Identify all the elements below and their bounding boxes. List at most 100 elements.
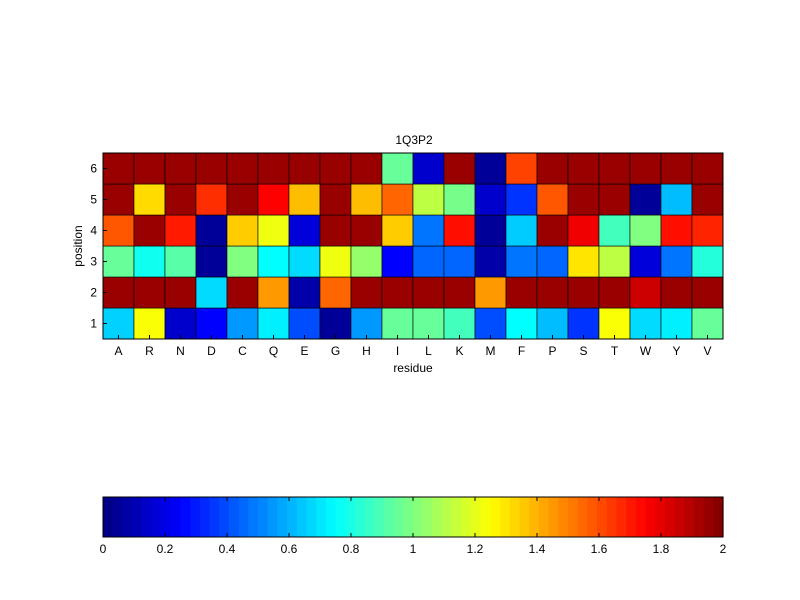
heatmap-cell — [257, 276, 290, 309]
y-tick-label: 3 — [90, 255, 97, 269]
colorbar-segment — [519, 497, 530, 537]
heatmap-cell — [505, 276, 538, 309]
heatmap-cells — [102, 152, 724, 340]
colorbar-segment — [199, 497, 211, 537]
heatmap-cell — [536, 276, 569, 309]
heatmap-cell — [257, 183, 290, 216]
heatmap-cell — [536, 214, 569, 247]
x-tick-label: R — [145, 344, 154, 358]
heatmap-cell — [443, 152, 476, 185]
heatmap-cell — [691, 214, 724, 247]
colorbar-segment — [228, 497, 240, 537]
heatmap-cell — [598, 152, 631, 185]
colorbar-segment — [471, 497, 482, 537]
heatmap-cell — [195, 214, 228, 247]
heatmap-cell — [350, 276, 383, 309]
heatmap-cell — [319, 276, 352, 309]
colorbar-segment — [703, 497, 714, 537]
heatmap-cell — [412, 307, 445, 340]
heatmap-cell — [102, 276, 135, 309]
heatmap-cell — [164, 152, 197, 185]
colorbar-segment — [674, 497, 685, 537]
x-tick-label: H — [362, 344, 371, 358]
colorbar-segment — [296, 497, 308, 537]
heatmap-cell — [226, 152, 259, 185]
heatmap-cell — [288, 276, 321, 309]
colorbar-segment — [461, 497, 472, 537]
heatmap-cell — [319, 214, 352, 247]
colorbar-segment — [538, 497, 550, 537]
colorbar-segment — [597, 497, 608, 537]
heatmap-cell — [102, 214, 135, 247]
heatmap-cell — [598, 183, 631, 216]
colorbar-segment — [122, 497, 133, 537]
heatmap-cell — [443, 183, 476, 216]
y-tick-label: 1 — [90, 317, 97, 331]
heatmap-cell — [381, 245, 414, 278]
colorbar-tick-label: 0.6 — [281, 542, 298, 556]
colorbar-tick-label: 1 — [410, 542, 417, 556]
colorbar-ticks: 0 0.2 0.4 0.6 0.8 1 1.2 1.4 1.6 1.8 2 — [100, 497, 727, 556]
heatmap-cell — [505, 183, 538, 216]
heatmap-cell — [257, 152, 290, 185]
colorbar-segment — [693, 497, 705, 537]
heatmap-cell — [536, 245, 569, 278]
colorbar-tick-label: 1.2 — [467, 542, 484, 556]
heatmap-cell — [660, 214, 693, 247]
y-axis-ticks: 1 2 3 4 5 6 — [90, 162, 107, 331]
colorbar-segment — [500, 497, 511, 537]
heatmap-cell — [629, 183, 662, 216]
heatmap-cell — [598, 214, 631, 247]
heatmap-cell — [567, 245, 600, 278]
colorbar-segment — [277, 497, 288, 537]
colorbar-segment — [616, 497, 627, 537]
heatmap-cell — [288, 214, 321, 247]
y-axis-label: position — [71, 225, 85, 266]
heatmap-cell — [474, 307, 507, 340]
colorbar-segment — [480, 497, 492, 537]
colorbar-segment — [374, 497, 385, 537]
heatmap-cell — [381, 214, 414, 247]
colorbar-segment — [132, 497, 143, 537]
heatmap-cell — [660, 245, 693, 278]
x-tick-label: V — [703, 344, 711, 358]
heatmap-cell — [412, 245, 445, 278]
colorbar-segment — [161, 497, 172, 537]
heatmap-cell — [505, 245, 538, 278]
heatmap-cell — [133, 214, 166, 247]
heatmap-cell — [164, 276, 197, 309]
x-tick-label: N — [176, 344, 185, 358]
x-tick-label: G — [331, 344, 340, 358]
heatmap-cell — [257, 214, 290, 247]
heatmap-cell — [691, 276, 724, 309]
heatmap-cell — [412, 214, 445, 247]
colorbar-segment — [354, 497, 366, 537]
heatmap-cell — [257, 307, 290, 340]
colorbar-segment — [180, 497, 191, 537]
y-tick-label: 2 — [90, 286, 97, 300]
heatmap-cell — [350, 245, 383, 278]
heatmap-cell — [474, 214, 507, 247]
heatmap-cell — [381, 183, 414, 216]
heatmap-cell — [195, 245, 228, 278]
colorbar-segment — [383, 497, 395, 537]
x-tick-label: S — [579, 344, 587, 358]
heatmap-cell — [195, 152, 228, 185]
colorbar-segment — [645, 497, 656, 537]
colorbar-tick-label: 1.8 — [653, 542, 670, 556]
heatmap-cell — [319, 183, 352, 216]
heatmap-cell — [226, 307, 259, 340]
heatmap-cell — [226, 183, 259, 216]
heatmap-cell — [102, 307, 135, 340]
x-tick-label: Y — [672, 344, 680, 358]
colorbar-segment — [267, 497, 278, 537]
heatmap-cell — [660, 307, 693, 340]
colorbar-segment — [451, 497, 463, 537]
heatmap-cell — [319, 307, 352, 340]
heatmap-cell — [226, 276, 259, 309]
heatmap-cell — [226, 214, 259, 247]
heatmap-cell — [567, 183, 600, 216]
chart-title: 1Q3P2 — [395, 133, 433, 147]
heatmap-cell — [319, 152, 352, 185]
